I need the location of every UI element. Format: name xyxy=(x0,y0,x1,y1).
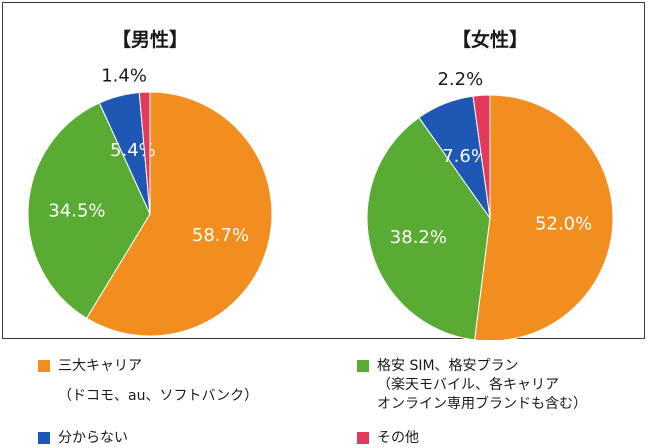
pie-label-female-unknown: 7.6% xyxy=(442,146,488,167)
legend-swatch-big-carriers xyxy=(38,360,50,372)
pie-female: 52.0% 38.2% 7.6% 2.2% xyxy=(366,69,614,340)
pie-slice-female-other xyxy=(472,94,491,219)
legend-sublabel-budget-sim-1: （楽天モバイル、各キャリア xyxy=(377,377,559,393)
legend-swatch-unknown xyxy=(38,432,50,444)
pie-charts: 【男性】 【女性】 58.7%34.5%5.4%1.4% 52.0%38.2%7… xyxy=(27,28,614,340)
pie-slice-female-big-carriers xyxy=(474,94,614,340)
pie-male: 58.7%34.5%5.4%1.4% xyxy=(27,65,273,337)
legend-sublabel-budget-sim-2: オンライン専用ブランドも含む） xyxy=(377,396,587,412)
legend-label-budget-sim: 格安 SIM、格安プラン xyxy=(377,358,519,374)
pie-slice-male-other xyxy=(138,91,151,215)
pie-label-female-other: 2.2% xyxy=(437,69,483,90)
pie-slice-male-big-carriers xyxy=(85,91,273,337)
legend-swatch-budget-sim xyxy=(357,360,369,372)
chart-frame xyxy=(2,2,645,339)
legend-label-big-carriers: 三大キャリア xyxy=(58,358,142,374)
pie-slice-male-budget-sim xyxy=(27,102,151,319)
pie-slice-female-budget-sim xyxy=(366,116,491,340)
legend-label-unknown: 分からない xyxy=(58,430,128,446)
chart-title-male: 【男性】 xyxy=(112,28,188,51)
legend-swatch-other xyxy=(357,432,369,444)
legend-sublabel-big-carriers: （ドコモ、au、ソフトバンク） xyxy=(58,388,259,404)
pie-label-male-big-carriers: 58.7% xyxy=(192,225,249,246)
pie-label-male-budget-sim: 34.5% xyxy=(48,201,105,222)
legend-label-other: その他 xyxy=(377,430,419,446)
pie-label-female-big-carriers: 52.0% xyxy=(535,214,592,235)
pie-label-female-budget-sim: 38.2% xyxy=(390,227,447,248)
chart-title-female: 【女性】 xyxy=(452,28,528,51)
pie-label-male-other: 1.4% xyxy=(101,65,147,86)
